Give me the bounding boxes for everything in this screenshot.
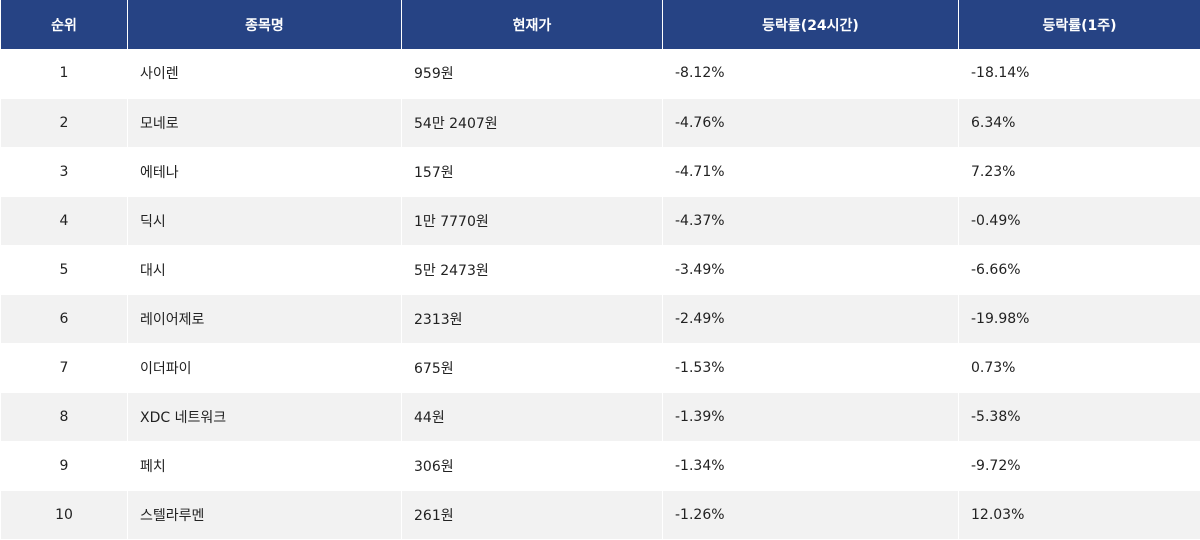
change-24h-cell: -4.71% <box>662 147 959 196</box>
change-24h-cell: -4.76% <box>662 98 959 147</box>
header-rank: 순위 <box>0 0 128 49</box>
name-cell: XDC 네트워크 <box>127 392 402 441</box>
rank-cell: 1 <box>0 49 128 98</box>
name-cell: 레이어제로 <box>127 294 402 343</box>
price-cell: 959원 <box>401 49 663 98</box>
table-row: 3 에테나 157원 -4.71% 7.23% <box>0 147 1200 196</box>
table-row: 6 레이어제로 2313원 -2.49% -19.98% <box>0 294 1200 343</box>
rank-cell: 7 <box>0 343 128 392</box>
change-24h-cell: -4.37% <box>662 196 959 245</box>
table-row: 5 대시 5만 2473원 -3.49% -6.66% <box>0 245 1200 294</box>
price-cell: 261원 <box>401 490 663 539</box>
name-cell: 에테나 <box>127 147 402 196</box>
change-1w-cell: -6.66% <box>958 245 1200 294</box>
header-change-24h: 등락률(24시간) <box>662 0 959 49</box>
change-24h-cell: -2.49% <box>662 294 959 343</box>
rank-cell: 9 <box>0 441 128 490</box>
name-cell: 딕시 <box>127 196 402 245</box>
table-row: 2 모네로 54만 2407원 -4.76% 6.34% <box>0 98 1200 147</box>
price-cell: 675원 <box>401 343 663 392</box>
price-cell: 2313원 <box>401 294 663 343</box>
change-24h-cell: -1.53% <box>662 343 959 392</box>
change-1w-cell: -18.14% <box>958 49 1200 98</box>
table-row: 10 스텔라루멘 261원 -1.26% 12.03% <box>0 490 1200 539</box>
name-cell: 모네로 <box>127 98 402 147</box>
price-cell: 1만 7770원 <box>401 196 663 245</box>
name-cell: 대시 <box>127 245 402 294</box>
rank-cell: 8 <box>0 392 128 441</box>
rank-cell: 6 <box>0 294 128 343</box>
rank-cell: 3 <box>0 147 128 196</box>
change-24h-cell: -8.12% <box>662 49 959 98</box>
change-24h-cell: -1.39% <box>662 392 959 441</box>
change-1w-cell: -19.98% <box>958 294 1200 343</box>
change-1w-cell: 7.23% <box>958 147 1200 196</box>
price-cell: 54만 2407원 <box>401 98 663 147</box>
change-1w-cell: -5.38% <box>958 392 1200 441</box>
rank-cell: 2 <box>0 98 128 147</box>
table-row: 4 딕시 1만 7770원 -4.37% -0.49% <box>0 196 1200 245</box>
name-cell: 이더파이 <box>127 343 402 392</box>
rank-cell: 4 <box>0 196 128 245</box>
name-cell: 사이렌 <box>127 49 402 98</box>
price-cell: 306원 <box>401 441 663 490</box>
price-cell: 44원 <box>401 392 663 441</box>
change-24h-cell: -3.49% <box>662 245 959 294</box>
change-24h-cell: -1.34% <box>662 441 959 490</box>
change-1w-cell: -9.72% <box>958 441 1200 490</box>
header-row: 순위 종목명 현재가 등락률(24시간) 등락률(1주) <box>0 0 1200 49</box>
change-24h-cell: -1.26% <box>662 490 959 539</box>
change-1w-cell: 6.34% <box>958 98 1200 147</box>
table-row: 1 사이렌 959원 -8.12% -18.14% <box>0 49 1200 98</box>
rank-cell: 10 <box>0 490 128 539</box>
change-1w-cell: 12.03% <box>958 490 1200 539</box>
table-row: 8 XDC 네트워크 44원 -1.39% -5.38% <box>0 392 1200 441</box>
name-cell: 스텔라루멘 <box>127 490 402 539</box>
price-cell: 5만 2473원 <box>401 245 663 294</box>
change-1w-cell: 0.73% <box>958 343 1200 392</box>
rank-cell: 5 <box>0 245 128 294</box>
table-row: 7 이더파이 675원 -1.53% 0.73% <box>0 343 1200 392</box>
name-cell: 페치 <box>127 441 402 490</box>
price-cell: 157원 <box>401 147 663 196</box>
header-change-1w: 등락률(1주) <box>958 0 1200 49</box>
change-1w-cell: -0.49% <box>958 196 1200 245</box>
table-row: 9 페치 306원 -1.34% -9.72% <box>0 441 1200 490</box>
header-name: 종목명 <box>127 0 402 49</box>
table-body: 1 사이렌 959원 -8.12% -18.14% 2 모네로 54만 2407원 -4.76%… <box>0 49 1200 539</box>
header-price: 현재가 <box>401 0 663 49</box>
